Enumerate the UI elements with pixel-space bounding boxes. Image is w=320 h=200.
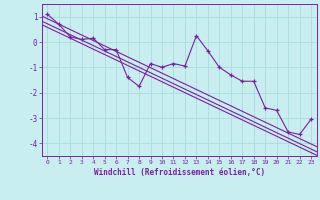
X-axis label: Windchill (Refroidissement éolien,°C): Windchill (Refroidissement éolien,°C)	[94, 168, 265, 177]
